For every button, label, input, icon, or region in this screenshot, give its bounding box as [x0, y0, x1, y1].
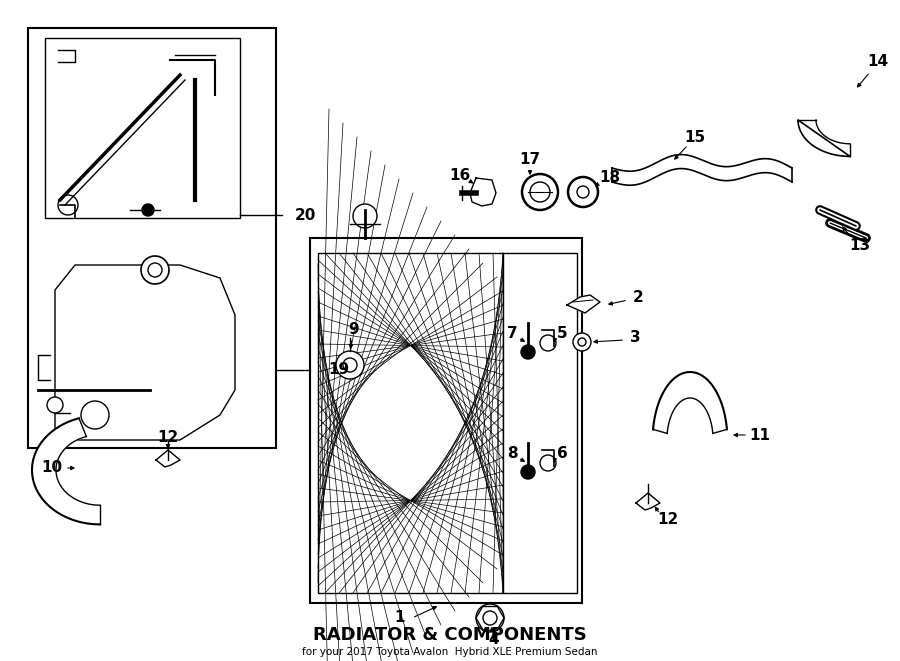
- Circle shape: [578, 338, 586, 346]
- Text: 15: 15: [684, 130, 706, 145]
- Bar: [318, 253, 503, 593]
- Text: for your 2017 Toyota Avalon  Hybrid XLE Premium Sedan: for your 2017 Toyota Avalon Hybrid XLE P…: [302, 647, 598, 657]
- Polygon shape: [156, 450, 180, 467]
- Text: 11: 11: [750, 428, 770, 442]
- Polygon shape: [653, 372, 727, 434]
- Circle shape: [573, 333, 591, 351]
- Circle shape: [148, 263, 162, 277]
- Circle shape: [47, 397, 63, 413]
- Circle shape: [521, 345, 535, 359]
- Text: 10: 10: [41, 461, 63, 475]
- Text: RADIATOR & COMPONENTS: RADIATOR & COMPONENTS: [313, 626, 587, 644]
- Polygon shape: [636, 493, 660, 510]
- Circle shape: [58, 195, 78, 215]
- Polygon shape: [798, 120, 850, 157]
- Text: 19: 19: [328, 362, 349, 377]
- Circle shape: [521, 465, 535, 479]
- Bar: [45, 38, 240, 218]
- Circle shape: [577, 186, 589, 198]
- Polygon shape: [55, 265, 235, 440]
- Text: 2: 2: [633, 290, 643, 305]
- Text: 12: 12: [657, 512, 679, 527]
- Text: 17: 17: [519, 153, 541, 167]
- Text: 3: 3: [630, 330, 640, 346]
- Text: 4: 4: [489, 633, 500, 648]
- Text: 8: 8: [507, 446, 517, 461]
- Polygon shape: [470, 178, 496, 206]
- Circle shape: [336, 351, 364, 379]
- Text: 14: 14: [868, 54, 888, 69]
- Text: 18: 18: [599, 171, 621, 186]
- Circle shape: [483, 611, 497, 625]
- Circle shape: [141, 256, 169, 284]
- Text: 12: 12: [158, 430, 178, 446]
- Text: 7: 7: [507, 325, 517, 340]
- Circle shape: [540, 455, 556, 471]
- Bar: [503, 253, 577, 593]
- Circle shape: [568, 177, 598, 207]
- Text: 9: 9: [348, 323, 359, 338]
- Bar: [310, 238, 582, 603]
- Circle shape: [522, 174, 558, 210]
- Text: 1: 1: [395, 611, 405, 625]
- Bar: [318, 253, 503, 593]
- Text: 16: 16: [449, 167, 471, 182]
- Circle shape: [530, 182, 550, 202]
- Text: 6: 6: [556, 446, 567, 461]
- Polygon shape: [32, 418, 100, 524]
- Circle shape: [540, 335, 556, 351]
- Circle shape: [353, 204, 377, 228]
- Circle shape: [343, 358, 357, 372]
- Circle shape: [476, 604, 504, 632]
- Polygon shape: [567, 295, 600, 313]
- Text: 20: 20: [295, 208, 317, 223]
- Circle shape: [142, 204, 154, 216]
- Text: 13: 13: [850, 237, 870, 253]
- Text: 5: 5: [557, 325, 567, 340]
- Bar: [28, 28, 276, 448]
- Circle shape: [81, 401, 109, 429]
